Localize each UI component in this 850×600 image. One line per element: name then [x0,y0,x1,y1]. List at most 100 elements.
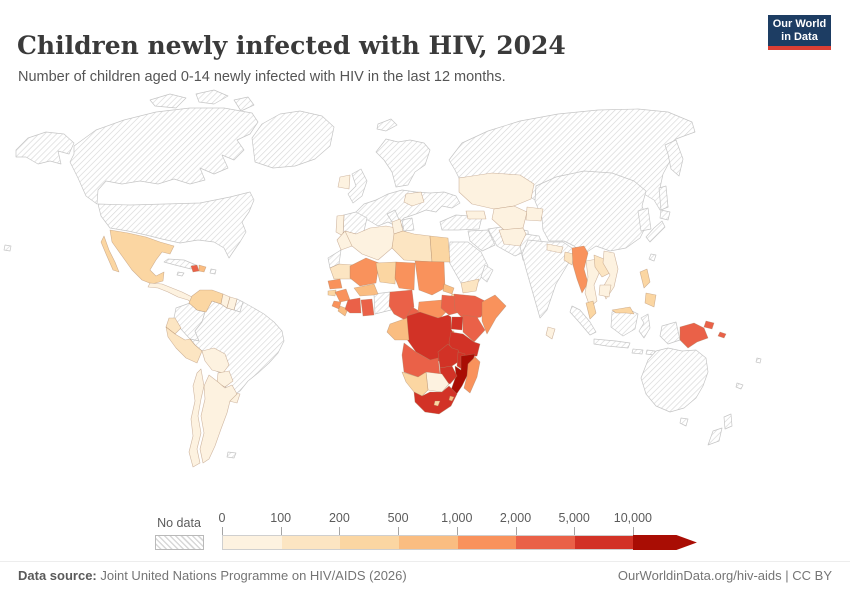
legend-bins[interactable] [222,535,634,550]
country-png[interactable] [679,322,709,349]
country-malaysia-peninsula[interactable] [585,300,597,320]
country-nz-south[interactable] [707,427,723,446]
country-fiji[interactable] [755,357,762,364]
legend-arrow-bin[interactable] [632,535,697,550]
country-west-papua[interactable] [659,321,681,345]
country-ireland[interactable] [337,174,351,190]
country-falklands[interactable] [226,451,237,459]
country-caucasus[interactable] [465,210,487,220]
country-malaysia-borneo[interactable] [611,306,635,315]
country-greece[interactable] [401,217,415,232]
country-philippines-luzon[interactable] [639,268,651,289]
country-cuba[interactable] [163,258,197,270]
country-philippines-mindanao[interactable] [644,292,657,308]
country-baja[interactable] [100,235,120,273]
country-greenland[interactable] [251,110,335,169]
country-taiwan[interactable] [648,253,657,262]
country-hawaii[interactable] [3,244,12,252]
country-eswatini[interactable] [448,395,455,402]
country-suriname[interactable] [226,296,238,311]
country-mexico[interactable] [109,229,175,285]
country-india[interactable] [521,239,576,319]
country-jamaica[interactable] [176,271,185,277]
country-sakhalin[interactable] [658,185,669,211]
country-java[interactable] [593,338,631,349]
legend-bin-500-1,000[interactable] [399,535,458,550]
country-new-britain[interactable] [703,320,715,330]
country-uganda[interactable] [450,316,464,331]
country-japan-hokkaido[interactable] [659,209,671,221]
country-japan-honshu[interactable] [645,220,666,243]
country-libya[interactable] [391,230,433,263]
country-new-caledonia[interactable] [735,382,744,390]
legend-bin-200-500[interactable] [340,535,400,550]
country-arctic-island-1[interactable] [149,93,187,109]
legend-color-bar[interactable]: 0 100 200 500 1,000 2,000 5,000 10,000 [219,511,697,550]
legend-bin-2,000-5,000[interactable] [516,535,576,550]
country-iraq-syria[interactable] [467,229,496,252]
country-canada[interactable] [69,107,259,205]
legend-bin-5,000-10,000[interactable] [575,535,634,550]
country-alaska[interactable] [15,131,75,165]
country-argentina[interactable] [199,374,238,464]
country-lesser-sunda-1[interactable] [631,348,644,355]
country-iceland[interactable] [376,118,398,132]
country-kyrgyzstan-tajikistan[interactable] [525,206,544,222]
country-australia[interactable] [640,347,709,413]
country-romania[interactable] [403,191,425,207]
country-chile[interactable] [188,368,205,468]
country-kazakhstan[interactable] [458,172,535,210]
country-egypt[interactable] [429,235,451,263]
country-venezuela[interactable] [188,289,224,313]
country-mali[interactable] [349,257,380,287]
country-kamchatka[interactable] [664,139,684,177]
country-sulawesi[interactable] [638,313,651,339]
country-madagascar[interactable] [463,356,481,394]
country-portugal[interactable] [335,214,345,237]
legend-bin-1,000-2,000[interactable] [457,535,517,550]
country-europe[interactable] [353,189,461,227]
country-ecuador[interactable] [165,317,182,335]
country-cote-divoire[interactable] [344,297,362,314]
country-namibia[interactable] [401,371,429,397]
country-eritrea[interactable] [442,283,455,295]
country-somalia[interactable] [481,294,507,335]
country-togo-benin[interactable] [373,291,392,315]
country-senegal[interactable] [327,278,343,290]
country-sudan[interactable] [414,260,446,296]
country-south-africa[interactable] [413,385,458,415]
country-scandinavia[interactable] [375,138,431,188]
legend-bin-0-100[interactable] [222,535,282,550]
country-tasmania[interactable] [679,417,689,427]
country-sumatra[interactable] [569,305,597,336]
country-niger[interactable] [375,261,397,285]
country-nepal[interactable] [546,243,564,254]
country-sri-lanka[interactable] [545,326,556,340]
country-nz-north[interactable] [723,413,733,430]
country-korea[interactable] [637,207,652,232]
country-haiti[interactable] [190,264,200,273]
country-lesotho[interactable] [433,400,441,407]
country-ghana[interactable] [360,298,375,317]
country-burkina-faso[interactable] [353,283,379,297]
country-afghanistan[interactable] [498,227,527,247]
legend-bin-100-200[interactable] [281,535,341,550]
country-uzbekistan-turkmenistan[interactable] [491,205,528,231]
country-ethiopia[interactable] [453,293,490,321]
country-bangladesh[interactable] [563,251,575,266]
country-dominican-republic[interactable] [198,264,207,273]
owid-logo[interactable]: Our World in Data [768,15,831,50]
footer-credit[interactable]: OurWorldinData.org/hiv-aids | CC BY [617,568,832,583]
country-gabon-congo[interactable] [386,317,410,341]
country-arctic-island-3[interactable] [233,96,255,112]
country-puerto-rico[interactable] [209,268,217,275]
legend-no-data-swatch[interactable] [155,535,204,550]
country-bougainville[interactable] [717,331,727,339]
country-brazil[interactable] [189,300,285,397]
country-laos[interactable] [593,254,611,278]
country-china[interactable] [534,170,649,255]
country-oman[interactable] [480,264,494,283]
country-arctic-island-2[interactable] [195,89,229,105]
country-usa[interactable] [97,191,255,259]
country-uk[interactable] [347,168,368,204]
